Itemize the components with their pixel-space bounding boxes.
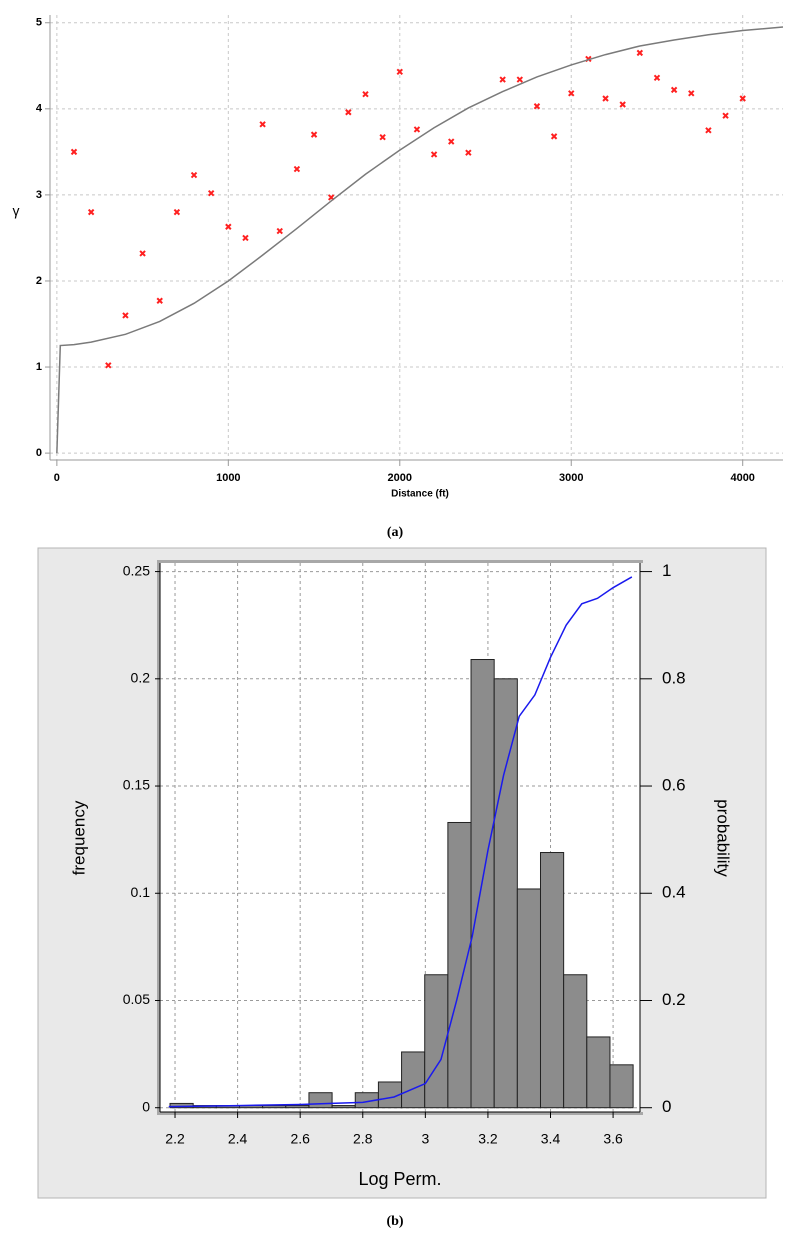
scatter-point	[516, 76, 524, 83]
x-axis-label: Distance (ft)	[391, 489, 449, 500]
scatter-point	[602, 95, 609, 102]
scatter-point	[259, 121, 266, 128]
x-tick-label: 3.4	[541, 1131, 561, 1147]
scatter-point	[362, 90, 369, 98]
scatter-point	[207, 189, 215, 197]
histogram-bar	[493, 678, 518, 1109]
y2-tick-label: 0.6	[662, 776, 686, 795]
y-tick-label: 0.25	[123, 562, 150, 578]
caption: (a)	[387, 525, 404, 540]
plot-frame	[157, 560, 160, 1115]
line	[56, 26, 784, 454]
scatter-point	[156, 297, 163, 304]
histogram-bar	[563, 974, 588, 1109]
y2-tick-label: 1	[662, 561, 671, 580]
y-tick-label: 3	[36, 189, 42, 201]
scatter-point	[619, 101, 626, 108]
caption: (b)	[386, 1214, 403, 1229]
scatter-point	[722, 112, 729, 119]
scatter-point	[139, 250, 146, 257]
histogram-bar	[447, 821, 472, 1109]
y-tick-label: 0	[36, 447, 42, 459]
y2-tick-label: 0.8	[662, 668, 686, 687]
scatter-point	[430, 151, 438, 158]
y-tick-label: 0.15	[123, 777, 150, 793]
scatter-point	[173, 208, 181, 216]
scatter-point	[70, 148, 78, 156]
scatter-point	[550, 133, 558, 140]
scatter-point	[465, 149, 472, 156]
scatter-point	[568, 90, 575, 97]
y2-axis-label: probability	[714, 799, 733, 877]
x-tick-label: 2.2	[165, 1131, 185, 1147]
y2-tick-label: 0.4	[662, 883, 686, 902]
plot-frame	[157, 560, 643, 563]
x-tick-label: 2.4	[228, 1131, 248, 1147]
scatter-point	[242, 234, 249, 242]
scatter-point	[739, 95, 746, 102]
scatter-point	[705, 127, 712, 134]
histogram-bar	[609, 1064, 634, 1109]
scatter-point	[122, 312, 129, 319]
scatter-point	[688, 90, 695, 97]
scatter-point	[396, 68, 403, 76]
histogram-bar	[424, 974, 449, 1109]
y-tick-label: 0.1	[131, 884, 151, 900]
y2-tick-label: 0.2	[662, 990, 686, 1009]
histogram-bar	[516, 888, 541, 1109]
histogram-bar	[308, 1092, 333, 1109]
histogram-bar	[262, 1105, 287, 1109]
x-tick-label: 3.6	[603, 1131, 623, 1147]
y-axis-label: γ	[13, 203, 20, 219]
scatter-point	[499, 76, 506, 83]
x-tick-label: 2.6	[290, 1131, 310, 1147]
scatter-point	[345, 109, 352, 116]
y-tick-label: 5	[36, 17, 42, 29]
y-tick-label: 0.05	[123, 991, 150, 1007]
y-tick-label: 4	[36, 103, 43, 115]
line	[168, 576, 633, 1108]
histogram-bar	[401, 1051, 426, 1109]
scatter-point	[310, 131, 318, 138]
histogram-bar	[586, 1036, 611, 1109]
scatter-point	[87, 208, 95, 216]
histogram-bar	[285, 1105, 310, 1109]
histogram-bar	[539, 852, 565, 1109]
x-tick-label: 4000	[730, 472, 754, 484]
y-axis-label: frequency	[69, 800, 88, 875]
scatter-point	[653, 74, 661, 82]
scatter-point	[190, 171, 198, 179]
scatter-point	[276, 227, 283, 235]
scatter-point	[448, 138, 455, 145]
x-tick-label: 3000	[559, 472, 583, 484]
y-tick-label: 2	[36, 275, 42, 287]
x-axis-label: Log Perm.	[358, 1169, 441, 1189]
scatter-point	[379, 134, 386, 141]
scatter-point	[105, 362, 112, 369]
histogram-bar	[331, 1105, 356, 1109]
y2-tick-label: 0	[662, 1097, 671, 1116]
y-tick-label: 0	[142, 1098, 150, 1114]
x-tick-label: 0	[54, 472, 60, 484]
x-tick-label: 2.8	[353, 1131, 373, 1147]
x-tick-label: 2000	[388, 472, 412, 484]
scatter-point	[533, 103, 541, 110]
scatter-point	[413, 126, 421, 133]
scatter-point	[293, 165, 301, 173]
y-tick-label: 0.2	[131, 670, 151, 686]
plot-frame	[157, 1112, 643, 1115]
x-tick-label: 3.2	[478, 1131, 498, 1147]
y-tick-label: 1	[36, 361, 42, 373]
scatter-point	[670, 86, 678, 94]
scatter-point	[225, 223, 232, 230]
x-tick-label: 3	[421, 1131, 429, 1147]
x-tick-label: 1000	[216, 472, 240, 484]
scatter-point	[636, 49, 644, 57]
